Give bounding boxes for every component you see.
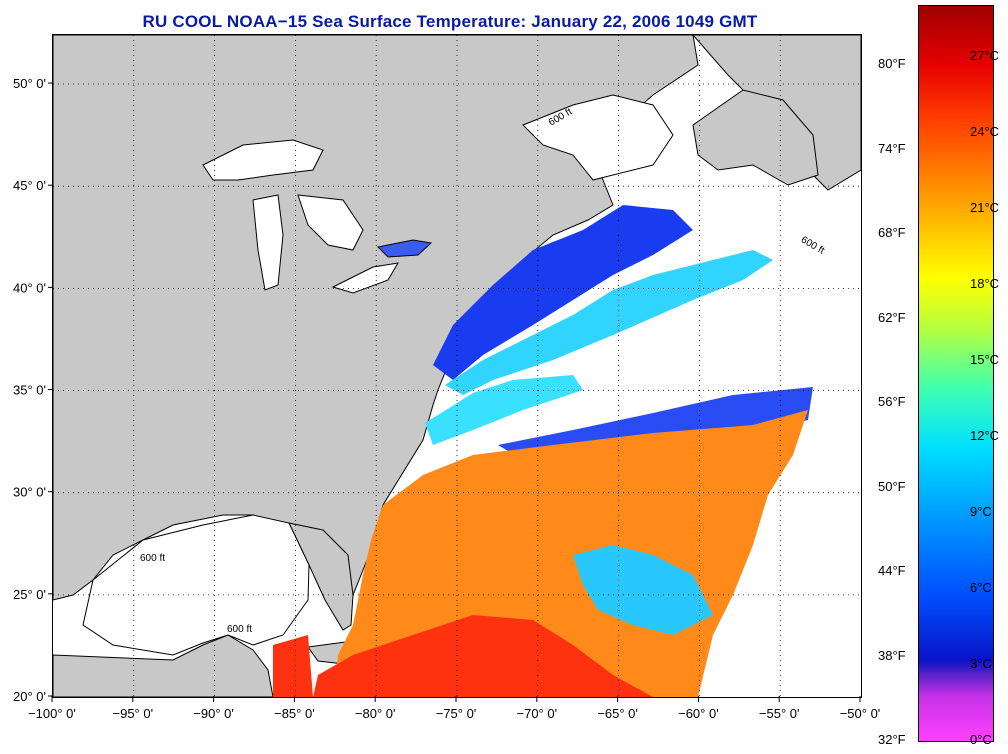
sst-nearshore-midatlantic [425,375,583,445]
isobath-label-gulf: 600 ft [140,553,166,564]
latitude-label: 20° 0' [13,689,46,704]
colorbar-fahrenheit-label: 62°F [878,309,906,325]
colorbar-fahrenheit-label: 56°F [878,394,906,410]
latitude-label: 40° 0' [13,280,46,295]
sst-gulf-mexico-west [82,514,310,656]
longitude-label: −50° 0' [840,706,881,721]
longitude-label: −65° 0' [597,706,638,721]
longitude-label: −55° 0' [759,706,800,721]
graticule [53,35,861,697]
colorbar-fahrenheit-label: 74°F [878,140,906,156]
longitude-label: −100° 0' [28,706,76,721]
colorbar-celsius-label: 27°C [970,47,1000,63]
latitude-ticks: 50° 0' 45° 0' 40° 0' 35° 0' 30° 0' 25° 0' 20° … [13,76,52,704]
colorbar-celsius-label: 0°C [970,732,992,747]
longitude-ticks: −100° 0' −95° 0' −90° 0' −85° 0' −80° 0' −75°… [28,696,880,721]
latitude-label: 25° 0' [13,587,46,602]
latitude-label: 45° 0' [13,178,46,193]
longitude-label: −85° 0' [274,706,315,721]
lake-erie [331,262,399,294]
sst-cool-eddies [573,545,713,635]
sst-blue-band [498,387,813,460]
colorbar-fahrenheit-label: 68°F [878,225,906,241]
sst-map [52,34,862,698]
longitude-label: −95° 0' [113,706,154,721]
isobath-label-florida: 600 ft [227,624,253,635]
colorbar-celsius-label: 9°C [970,503,992,519]
colorbar-celsius-label: 12°C [970,427,1000,443]
colorbar-celsius-label: 15°C [970,351,1000,367]
colorbar-celsius-label: 3°C [970,655,992,671]
lake-superior [202,139,324,181]
lake-michigan [252,194,284,291]
sst-caribbean-west [273,635,313,697]
colorbar-fahrenheit-label: 50°F [878,478,906,494]
lake-huron [297,194,364,251]
map-canvas [53,35,861,697]
colorbar-fahrenheit-label: 44°F [878,563,906,579]
lake-ontario [376,239,433,258]
longitude-label: −80° 0' [355,706,396,721]
colorbar-fahrenheit-label: 32°F [878,732,906,747]
temperature-colorbar [918,5,994,742]
colorbar-fahrenheit-label: 38°F [878,647,906,663]
yucatan-landmass [53,634,274,697]
gulf-st-lawrence [522,94,674,181]
longitude-label: −90° 0' [193,706,234,721]
longitude-label: −70° 0' [517,706,558,721]
colorbar-celsius-label: 21°C [970,199,1000,215]
longitude-label: −60° 0' [678,706,719,721]
latitude-label: 30° 0' [13,485,46,500]
map-title: RU COOL NOAA−15 Sea Surface Temperature:… [142,12,758,31]
colorbar-celsius-label: 18°C [970,275,1000,291]
florida-peninsula [288,522,354,631]
sst-warm-core [313,615,653,697]
colorbar-fahrenheit-label: 80°F [878,56,906,72]
colorbar-celsius-label: 24°C [970,123,1000,139]
colorbar-celsius-label: 6°C [970,579,992,595]
latitude-label: 35° 0' [13,383,46,398]
sst-slope-water [445,250,773,395]
longitude-label: −75° 0' [436,706,477,721]
latitude-label: 50° 0' [13,76,46,91]
sst-cold-shelf-water [433,205,693,380]
newfoundland-island [692,89,819,186]
